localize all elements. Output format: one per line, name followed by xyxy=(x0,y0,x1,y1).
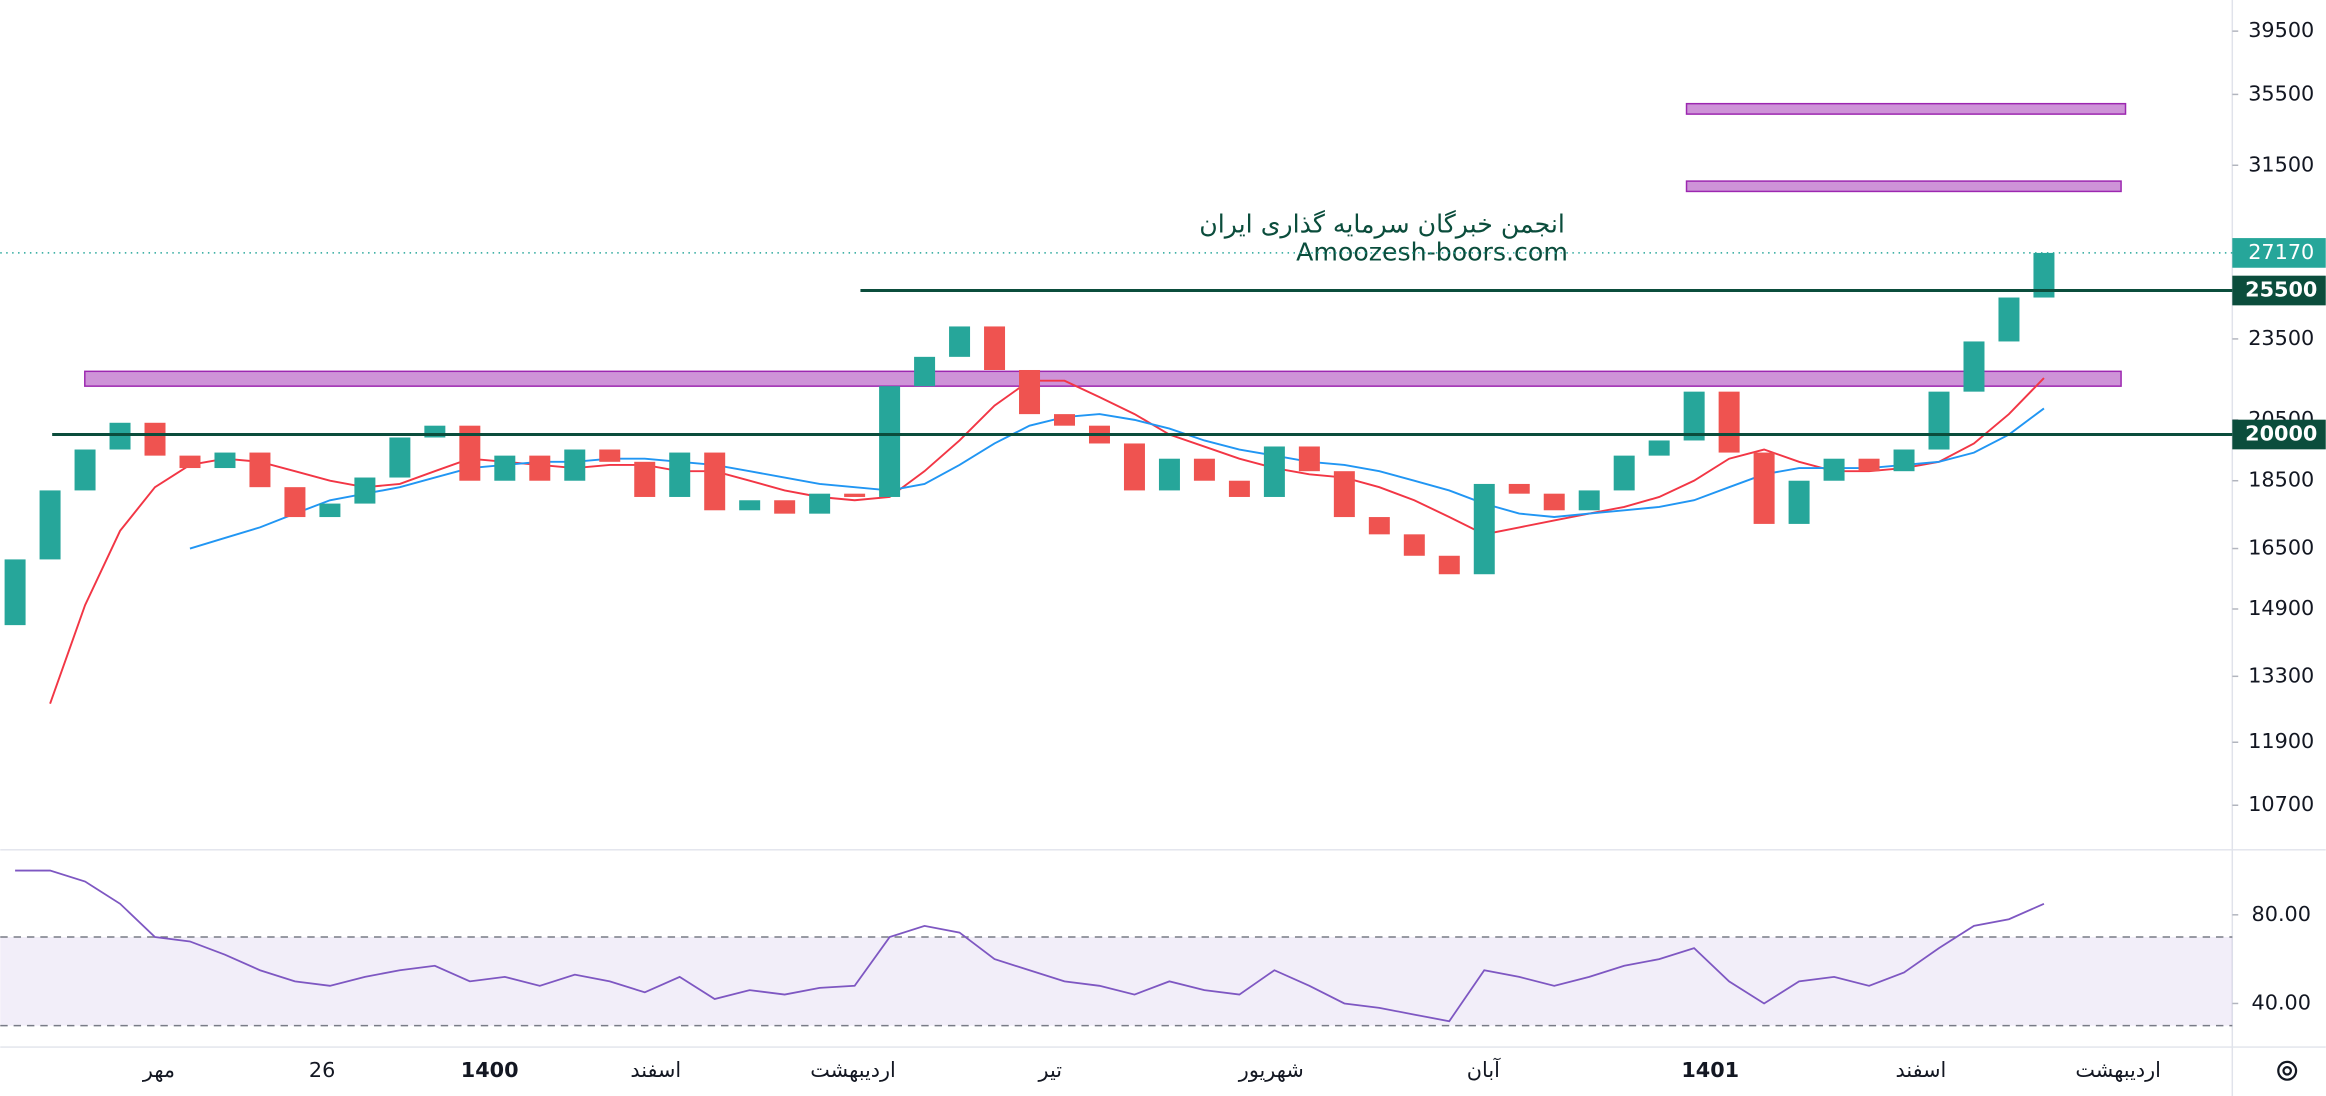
candle xyxy=(494,455,516,481)
y-tick-label: 18500 xyxy=(2248,468,2314,492)
candle xyxy=(844,493,866,497)
candle xyxy=(1753,452,1775,524)
candle xyxy=(984,326,1006,370)
candle xyxy=(109,422,131,450)
candle xyxy=(529,455,551,481)
candle xyxy=(1054,414,1075,426)
y-tick-label: 13300 xyxy=(2248,663,2314,687)
candle xyxy=(144,422,166,456)
x-tick-label: 1401 xyxy=(1681,1058,1739,1082)
candle xyxy=(4,559,26,626)
x-tick-label: 26 xyxy=(309,1058,335,1082)
candle xyxy=(1578,490,1600,511)
candle xyxy=(389,437,411,478)
candle xyxy=(669,452,691,497)
level-label: 20000 xyxy=(2245,422,2317,446)
candle xyxy=(2033,252,2055,298)
candle xyxy=(1368,517,1390,535)
candle xyxy=(1613,455,1635,491)
candle xyxy=(424,425,446,438)
candle xyxy=(1788,480,1810,524)
y-tick-label: 23500 xyxy=(2248,326,2314,350)
last-price-label: 27170 xyxy=(2248,240,2314,264)
candle xyxy=(1263,446,1285,497)
rsi-line xyxy=(15,869,2045,1023)
candle xyxy=(1893,449,1915,472)
last-price-badge xyxy=(2232,238,2326,268)
y-tick-label: 14900 xyxy=(2248,596,2314,620)
x-tick-label: اسفند xyxy=(1895,1058,1946,1082)
candle xyxy=(1123,443,1145,491)
zone xyxy=(1685,102,2127,115)
settings-icon[interactable] xyxy=(2277,1060,2298,1081)
candle xyxy=(914,356,936,387)
x-tick-label: اسفند xyxy=(630,1058,681,1082)
candle xyxy=(1963,341,1985,392)
x-tick-label: تیر xyxy=(1038,1058,1063,1082)
zone xyxy=(84,370,2122,387)
candle xyxy=(179,455,201,469)
candle xyxy=(949,326,971,357)
y-tick-label: 31500 xyxy=(2248,152,2314,176)
candle xyxy=(739,500,761,511)
x-tick-label: اردیبهشت xyxy=(810,1058,896,1082)
candle xyxy=(284,487,306,518)
candle xyxy=(459,425,481,481)
candle xyxy=(704,452,726,511)
candle xyxy=(1298,446,1320,472)
candle xyxy=(39,490,61,560)
candle xyxy=(1438,555,1460,575)
level-badge xyxy=(2232,275,2326,306)
y-tick-label: 16500 xyxy=(2248,536,2314,560)
y-tick-label: 11900 xyxy=(2248,729,2314,753)
candle xyxy=(879,386,901,497)
rsi-tick-label: 40.00 xyxy=(2252,990,2311,1014)
candle xyxy=(564,449,586,481)
candle xyxy=(809,493,831,514)
candle xyxy=(774,500,796,514)
candle xyxy=(1718,391,1740,453)
candle xyxy=(634,461,656,497)
y-tick-label: 39500 xyxy=(2248,18,2314,42)
candle xyxy=(1823,458,1845,481)
candle xyxy=(1333,471,1355,518)
zone xyxy=(1685,180,2122,193)
watermark: Amoozesh-boors.com xyxy=(1296,238,1568,267)
moving-average xyxy=(49,377,2045,705)
candle xyxy=(1683,391,1705,441)
x-tick-label: شهریور xyxy=(1238,1058,1304,1082)
rsi-band xyxy=(0,936,2233,1026)
candle xyxy=(1158,458,1180,491)
x-tick-label: آبان xyxy=(1467,1057,1501,1082)
level-badge xyxy=(2232,419,2326,450)
x-tick-label: 1400 xyxy=(461,1058,519,1082)
candle xyxy=(1648,440,1670,456)
candle xyxy=(1508,483,1530,494)
candle xyxy=(1019,369,1041,415)
y-tick-label: 10700 xyxy=(2248,792,2314,816)
candle xyxy=(1928,391,1950,450)
level-label: 25500 xyxy=(2245,278,2317,302)
candle xyxy=(599,449,621,462)
candle xyxy=(1543,493,1565,511)
candle xyxy=(74,449,96,491)
y-tick-label: 35500 xyxy=(2248,81,2314,105)
rsi-tick-label: 80.00 xyxy=(2252,902,2311,926)
watermark: انجمن خبرگان سرمایه گذاری ایران xyxy=(1199,209,1565,239)
candle xyxy=(319,503,341,518)
candle xyxy=(214,452,236,469)
x-tick-label: مهر xyxy=(142,1058,175,1082)
candle xyxy=(1403,534,1425,556)
candle xyxy=(1473,483,1495,575)
candle xyxy=(1858,458,1880,472)
candle xyxy=(1228,480,1250,497)
candle xyxy=(1193,458,1215,481)
candle xyxy=(1998,297,2020,342)
candle xyxy=(354,477,376,504)
candle xyxy=(249,452,271,488)
x-tick-label: اردیبهشت xyxy=(2075,1058,2161,1082)
